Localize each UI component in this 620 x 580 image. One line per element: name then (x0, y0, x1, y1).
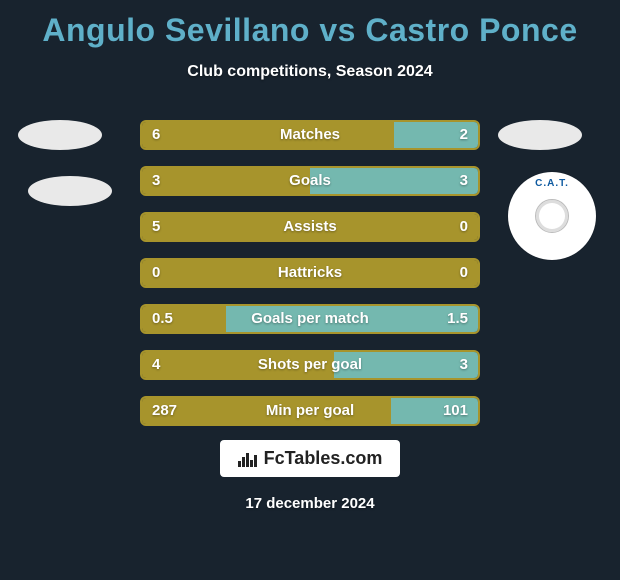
stat-row: Min per goal287101 (0, 396, 620, 426)
stat-bar-left (142, 398, 391, 424)
stat-row: Goals33 (0, 166, 620, 196)
stat-bar-left (142, 306, 226, 332)
stat-bar-right (226, 306, 478, 332)
stat-bar (140, 396, 480, 426)
page-subtitle: Club competitions, Season 2024 (0, 63, 620, 81)
stats-table: Matches62 Goals33 Assists50 Hattricks00 Goal… (0, 120, 620, 442)
stat-bar (140, 166, 480, 196)
stat-bar (140, 304, 480, 334)
footer-site-box: FcTables.com (220, 440, 401, 477)
stat-bar-right (391, 398, 478, 424)
stat-bar (140, 258, 480, 288)
stat-row: Assists50 (0, 212, 620, 242)
stat-row: Goals per match0.51.5 (0, 304, 620, 334)
footer-site-label: FcTables.com (264, 448, 383, 469)
stat-bar-left (142, 352, 334, 378)
stat-row: Shots per goal43 (0, 350, 620, 380)
stat-bar-right (394, 122, 478, 148)
stat-bar (140, 350, 480, 380)
footer: FcTables.com 17 december 2024 (0, 440, 620, 512)
stat-bar-left (142, 214, 478, 240)
stat-bar (140, 120, 480, 150)
stat-bar-right (310, 168, 478, 194)
stat-row: Matches62 (0, 120, 620, 150)
stat-row: Hattricks00 (0, 258, 620, 288)
bars-icon (238, 451, 258, 467)
stat-bar-left (142, 168, 310, 194)
page-title: Angulo Sevillano vs Castro Ponce (0, 0, 620, 49)
footer-date: 17 december 2024 (0, 495, 620, 512)
stat-bar (140, 212, 480, 242)
infographic-card: Angulo Sevillano vs Castro Ponce Club co… (0, 0, 620, 580)
stat-bar-left (142, 122, 394, 148)
stat-bar-left (142, 260, 478, 286)
stat-bar-right (334, 352, 478, 378)
